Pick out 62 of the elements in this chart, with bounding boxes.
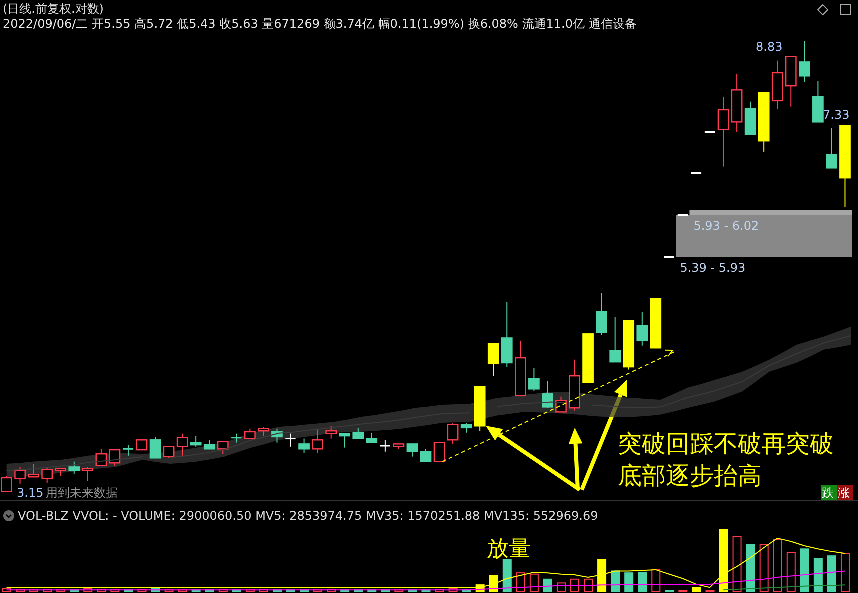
candlestick <box>488 343 500 377</box>
candlestick <box>312 428 324 454</box>
candlestick <box>798 41 810 83</box>
chart-title: VOL-BLZ VVOL: - VOLUME: 2900060.50 MV5: 2853974.75 MV35: 1570251.88 MV135: 552969.69 <box>18 509 598 523</box>
candlestick <box>352 427 364 440</box>
candlestick <box>406 444 418 458</box>
candlestick <box>163 446 175 459</box>
candlestick <box>596 292 608 336</box>
bar <box>800 548 810 592</box>
candlestick <box>204 440 216 450</box>
bar <box>543 578 552 592</box>
candlestick <box>96 448 108 466</box>
candlestick <box>190 436 202 448</box>
bar <box>502 559 512 592</box>
bar <box>814 558 823 592</box>
candlestick <box>447 422 459 445</box>
annotation: 放量 <box>487 537 531 562</box>
chart-subtitle: 2022/09/06/二 开5.55 高5.72 低5.43 收5.63 量671269 额3.74亿 幅0.11(1.99%) 换6.08% 流通11.0亿 通信设备 <box>3 16 637 33</box>
candlestick <box>244 428 256 440</box>
annotation: 跌 <box>822 486 834 500</box>
band-label: 5.93 - 6.02 <box>694 219 760 234</box>
annotation: 8.83 <box>756 40 783 54</box>
candlestick <box>298 438 310 454</box>
chart-title: (日线.前复权.对数) <box>3 1 104 18</box>
candlestick <box>326 426 338 440</box>
candlestick <box>718 96 730 168</box>
candlestick <box>14 466 26 484</box>
candlestick <box>42 468 54 484</box>
bar <box>638 572 648 592</box>
bar <box>611 570 620 592</box>
annotation: 3.15 <box>17 486 44 500</box>
bar <box>827 556 836 592</box>
band-label: 5.39 - 5.93 <box>680 261 746 276</box>
candlestick <box>366 432 378 444</box>
candlestick <box>217 440 229 455</box>
candlestick <box>230 433 242 444</box>
candlestick <box>176 433 188 456</box>
candlestick <box>28 464 40 478</box>
candlestick <box>434 442 446 462</box>
candlestick <box>82 466 94 482</box>
candlestick <box>150 436 162 459</box>
candlestick <box>136 440 148 451</box>
candlestick <box>258 426 270 437</box>
candlestick <box>826 128 838 169</box>
candlestick <box>284 433 297 448</box>
candlestick <box>542 380 554 409</box>
annotation: 突破回踩不破再突破 <box>618 430 834 458</box>
annotation: 底部逐步抬高 <box>618 462 762 490</box>
candlestick <box>339 433 351 448</box>
candlestick <box>528 367 540 392</box>
candlestick <box>636 312 648 346</box>
candlestick <box>610 316 622 363</box>
bar <box>624 572 634 592</box>
candlestick <box>68 461 80 474</box>
annotation: 用到未来数据 <box>46 486 118 500</box>
candlestick <box>122 444 134 456</box>
candlestick <box>460 422 472 434</box>
bar <box>746 544 756 592</box>
annotation: 7.33 <box>823 108 850 122</box>
candlestick <box>380 440 392 452</box>
annotation: 涨 <box>838 486 850 500</box>
candlestick <box>420 448 432 462</box>
